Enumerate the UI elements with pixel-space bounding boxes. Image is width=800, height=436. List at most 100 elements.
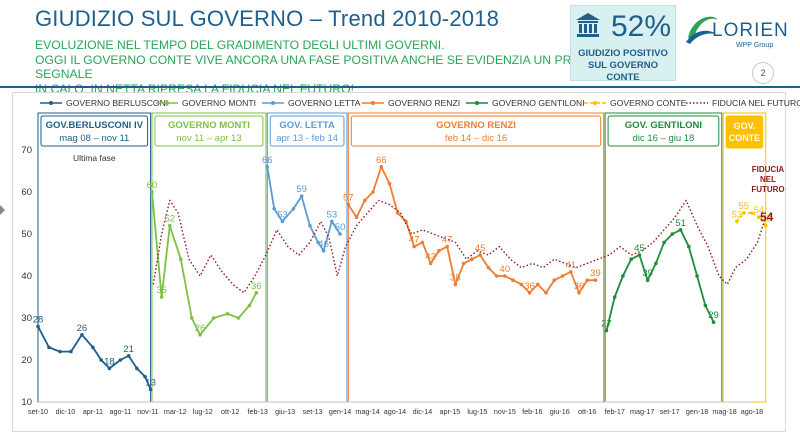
series-point-conte	[750, 211, 754, 215]
series-point-renzi	[585, 278, 590, 283]
period-frame-letta	[266, 112, 348, 403]
x-tick-label: set-13	[303, 407, 323, 416]
series-point-monti	[150, 190, 154, 194]
series-point-berlusconi	[126, 354, 131, 358]
series-point-letta	[330, 219, 334, 224]
legend-label-berlusconi: GOVERNO BERLUSCONI	[66, 98, 168, 108]
series-point-letta	[338, 232, 342, 236]
series-point-renzi	[511, 278, 515, 283]
series-point-conte	[735, 219, 739, 224]
data-label-renzi: 47	[442, 235, 453, 246]
data-label-renzi: 45	[475, 243, 486, 254]
series-point-monti	[211, 316, 216, 320]
period-header-berlusconi	[40, 115, 149, 147]
period-dates-gentiloni: dic 16 – giu 18	[633, 133, 695, 144]
period-header-renzi	[350, 115, 602, 147]
approval-badge: 52% GIUDIZIO POSITIVO SUL GOVERNO CONTE	[570, 5, 676, 83]
y-tick-label: 70	[21, 145, 32, 156]
x-tick-label: feb-17	[604, 407, 624, 416]
series-point-letta	[291, 207, 296, 211]
series-point-berlusconi	[91, 345, 95, 350]
government-building-icon	[576, 13, 600, 37]
header-separator	[0, 86, 800, 88]
series-point-gentiloni	[687, 244, 691, 249]
x-tick-label: nov-15	[494, 407, 516, 416]
data-label-monti: 26	[195, 323, 206, 334]
y-tick-label: 50	[21, 229, 32, 240]
x-tick-label: giu-13	[275, 407, 295, 416]
series-point-berlusconi	[143, 375, 147, 379]
x-tick-label: set-17	[660, 407, 680, 416]
series-point-letta	[299, 194, 304, 198]
series-point-renzi	[536, 282, 540, 287]
series-point-renzi	[437, 249, 441, 253]
series-point-berlusconi	[80, 333, 84, 337]
series-point-gentiloni	[703, 303, 708, 308]
data-label-renzi: 43	[425, 251, 436, 262]
period-boxes: GOV.BERLUSCONI IV mag 08 – nov 11 Ultima f…	[37, 112, 767, 403]
series-point-renzi	[420, 240, 425, 245]
approval-label-line: SUL GOVERNO CONTE	[587, 60, 659, 83]
page-number: 2	[752, 62, 774, 84]
data-label-monti: 36	[251, 281, 262, 292]
x-tick-label: dic-10	[56, 407, 76, 416]
period-header-gentiloni	[607, 115, 720, 147]
period-name-monti: GOVERNO MONTI	[168, 120, 250, 131]
series-point-renzi	[379, 165, 384, 169]
data-label-letta: 46	[318, 239, 329, 250]
series-point-monti	[254, 291, 259, 295]
chart-lines	[36, 165, 768, 392]
logo-name: LORIEN	[712, 20, 789, 41]
legend-marker-renzi	[371, 101, 375, 105]
approval-label-line: GIUDIZIO POSITIVO	[578, 48, 668, 59]
x-tick-label: lug-15	[467, 407, 487, 416]
data-label-gentiloni: 51	[675, 218, 686, 229]
data-label-berlusconi: 28	[33, 314, 44, 325]
legend-label-renzi: GOVERNO RENZI	[388, 98, 460, 108]
series-point-renzi	[577, 291, 581, 295]
series-point-monti	[189, 316, 194, 320]
period-header-conte	[725, 115, 764, 149]
legend-label-conte: GOVERNO CONTE	[610, 98, 687, 108]
data-label-conte: 54	[754, 205, 765, 216]
y-tick-label: 40	[21, 271, 32, 282]
period-dates-letta: apr 13 - feb 14	[276, 133, 338, 144]
series-line-gentiloni	[605, 228, 715, 331]
period-dates-monti: nov 11 – apr 13	[176, 133, 241, 144]
data-label-renzi: 66	[376, 155, 387, 166]
legend-marker-letta	[271, 101, 275, 105]
series-line-berlusconi	[37, 325, 152, 390]
x-tick-label: lug-12	[193, 407, 213, 416]
data-label-gentiloni: 27	[601, 319, 612, 330]
period-name-berlusconi: GOV.BERLUSCONI IV	[46, 120, 144, 131]
legend-marker-conte	[593, 101, 597, 105]
series-point-berlusconi	[69, 349, 73, 354]
series-point-berlusconi	[36, 324, 40, 329]
series-point-renzi	[527, 291, 532, 295]
series-point-gentiloni	[621, 274, 625, 278]
data-label-berlusconi: 18	[104, 356, 115, 367]
series-point-renzi	[428, 261, 433, 266]
x-tick-label: ott-16	[578, 407, 596, 416]
data-label-monti: 35	[156, 285, 167, 296]
y-tick-label: 30	[21, 313, 32, 324]
chart-axes: 10 20 30 40 50 60 70 set-10 dic-10 apr-11 ago-11 no…	[21, 145, 763, 416]
data-label-conte: 52	[760, 214, 771, 225]
data-label-berlusconi: 21	[123, 344, 134, 355]
series-point-berlusconi	[135, 366, 139, 371]
legend-label-fiducia: FIDUCIA NEL FUTURO	[712, 98, 800, 108]
data-label-berlusconi: 26	[77, 323, 88, 334]
series-point-renzi	[453, 282, 458, 287]
period-name-letta: GOV. LETTA	[279, 120, 335, 131]
series-point-gentiloni	[604, 328, 609, 333]
period-name-gentiloni: GOV. GENTILONI	[625, 120, 702, 131]
x-tick-label: set-10	[28, 407, 48, 416]
x-tick-label: gen-14	[329, 407, 351, 416]
approval-percent: 52%	[611, 10, 672, 43]
fiducia-annotation-value: 54	[760, 210, 774, 224]
x-tick-label: giu-16	[550, 407, 570, 416]
data-label-conte: 55	[738, 201, 749, 212]
fiducia-annotation-text: FIDUCIA	[752, 165, 785, 174]
collapse-arrow-icon[interactable]	[0, 205, 5, 215]
